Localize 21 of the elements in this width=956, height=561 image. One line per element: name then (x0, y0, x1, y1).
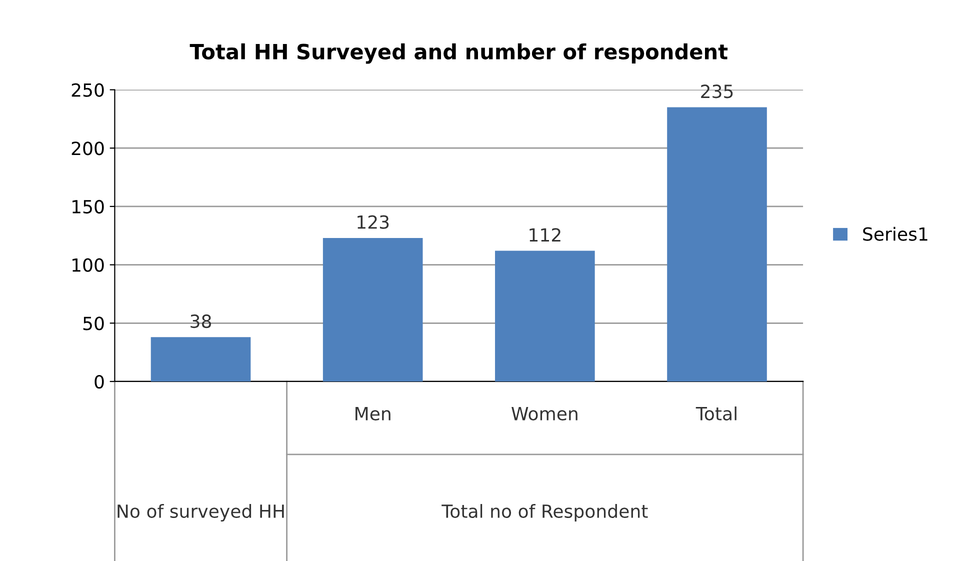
data-label: 123 (358, 215, 389, 229)
bar (495, 250, 595, 382)
y-tick-label: 0 (94, 374, 104, 389)
y-tick-label: 50 (83, 316, 104, 330)
y-tick-label: 150 (72, 200, 104, 214)
y-tick-label: 200 (72, 142, 104, 156)
y-tick-label: 100 (72, 258, 104, 272)
legend-label: Series1 (863, 226, 928, 241)
y-tick-label: 250 (72, 83, 104, 97)
bar (667, 107, 767, 382)
data-label: 38 (190, 314, 212, 328)
bar (150, 337, 251, 382)
data-label: 235 (701, 84, 733, 98)
data-label: 112 (530, 228, 560, 242)
text: Total no of Respondent (442, 504, 648, 522)
bar (322, 238, 423, 382)
x-tick-label: Women (512, 407, 578, 420)
x-tick-label: Men (356, 407, 390, 420)
x-tick-label: Total (696, 406, 736, 420)
text: No of surveyed HH (118, 504, 284, 522)
chart-title: Total HH Surveyed and number of respondent (190, 43, 728, 64)
